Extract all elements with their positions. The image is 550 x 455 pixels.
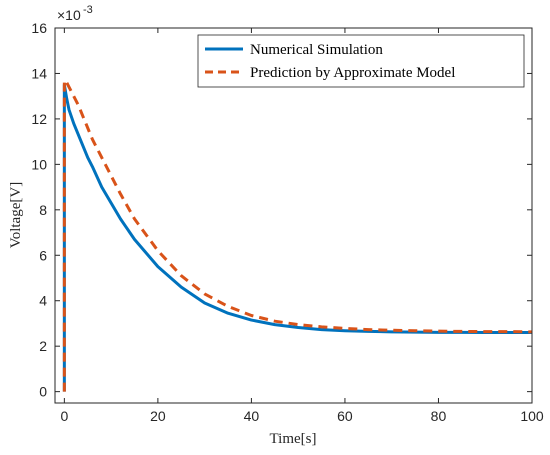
x-ticks: 0 20 40 60 80 100 (60, 28, 544, 424)
series-line-numerical-simulation (62, 83, 532, 392)
series-line-approximate-model (62, 78, 533, 392)
y-tick-label: 12 (31, 111, 47, 127)
x-tick-label: 40 (244, 408, 260, 424)
y-tick-label: 0 (39, 384, 47, 400)
x-axis-title: Time[s] (270, 431, 317, 447)
y-tick-label: 10 (31, 156, 47, 172)
y-tick-label: 2 (39, 338, 47, 354)
legend-label-prediction: Prediction by Approximate Model (250, 65, 455, 81)
series-layer (62, 78, 533, 392)
y-tick-label: 6 (39, 247, 47, 263)
legend-label-numerical: Numerical Simulation (250, 42, 383, 58)
x-tick-label: 0 (60, 408, 68, 424)
x-tick-label: 100 (520, 408, 544, 424)
y-axis-title: Voltage[V] (8, 182, 24, 248)
x-tick-label: 80 (431, 408, 447, 424)
plot-area (55, 28, 532, 403)
legend: Numerical Simulation Prediction by Appro… (197, 34, 525, 88)
legend-box (197, 34, 525, 88)
x-tick-label: 20 (150, 408, 166, 424)
y-tick-label: 16 (31, 20, 47, 36)
y-ticks: 0 2 4 6 8 10 12 14 16 (31, 20, 532, 400)
y-exponent-base: ×10 (57, 7, 81, 23)
y-tick-label: 4 (39, 293, 47, 309)
y-tick-label: 14 (31, 65, 47, 81)
y-exponent-power: -3 (83, 4, 93, 16)
plot-frame (54, 27, 533, 404)
y-tick-label: 8 (39, 202, 47, 218)
x-tick-label: 60 (337, 408, 353, 424)
